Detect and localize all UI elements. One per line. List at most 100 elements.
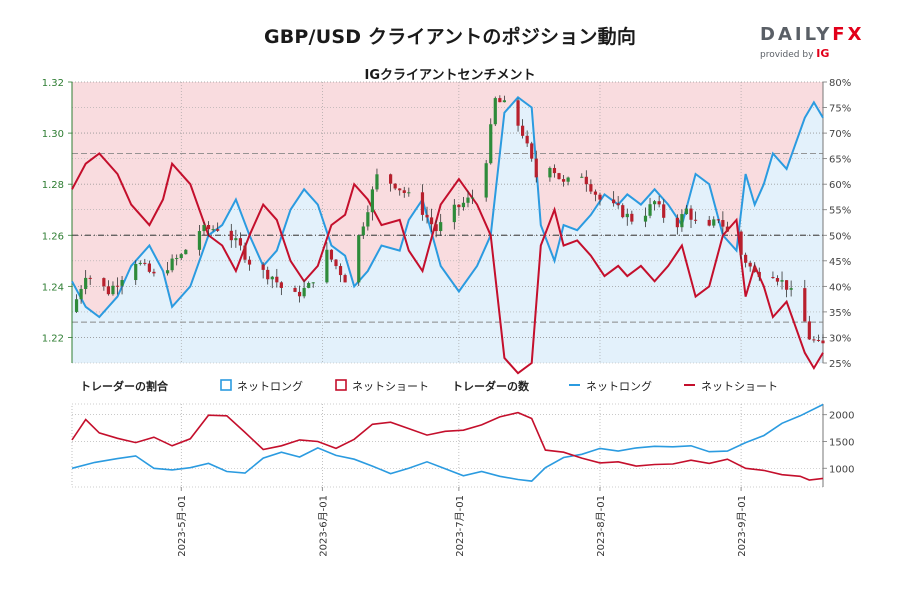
candle-down bbox=[402, 190, 406, 193]
candle-up bbox=[234, 238, 238, 241]
candle-up bbox=[566, 177, 570, 182]
candle-down bbox=[420, 192, 425, 215]
legend-long-box bbox=[220, 379, 232, 391]
candle-up bbox=[502, 100, 506, 103]
candle-up bbox=[179, 254, 183, 259]
candle-up bbox=[548, 167, 552, 178]
price-tick-label: 1.22 bbox=[42, 333, 64, 344]
candle-down bbox=[398, 188, 402, 191]
candle-down bbox=[530, 143, 534, 159]
candle-down bbox=[261, 264, 265, 270]
pct-tick-label: 65% bbox=[829, 155, 851, 166]
candle-down bbox=[275, 276, 279, 283]
long-ratio-line bbox=[71, 95, 824, 319]
candle-up bbox=[84, 277, 88, 289]
candle-up bbox=[211, 229, 215, 231]
candle-down bbox=[812, 339, 816, 341]
candle-down bbox=[621, 205, 625, 218]
logo-daily: DAILY bbox=[760, 24, 833, 45]
candle-down bbox=[393, 183, 397, 189]
candle-down bbox=[297, 291, 302, 297]
candle-up bbox=[366, 212, 370, 227]
candle-down bbox=[88, 277, 92, 279]
candle-down bbox=[593, 191, 598, 195]
candle-up bbox=[184, 249, 188, 255]
candle-up bbox=[307, 282, 311, 288]
candle-up bbox=[175, 258, 179, 260]
candle-down bbox=[744, 254, 748, 263]
x-tick-label: 2023-7月-01 bbox=[454, 495, 466, 557]
candle-down bbox=[771, 276, 775, 279]
candle-up bbox=[197, 231, 202, 250]
candle-up bbox=[302, 287, 306, 297]
candle-up bbox=[202, 225, 206, 232]
candle-up bbox=[111, 285, 115, 295]
pct-tick-label: 40% bbox=[829, 282, 851, 293]
candle-down bbox=[152, 271, 156, 274]
price-tick-label: 1.24 bbox=[42, 282, 64, 293]
legend-ratio-long-label: ネットロング bbox=[237, 379, 303, 393]
candle-up bbox=[361, 226, 365, 236]
candle-up bbox=[439, 222, 443, 232]
candle-down bbox=[247, 259, 252, 265]
candle-up bbox=[134, 263, 138, 281]
candle-down bbox=[279, 282, 283, 288]
candle-up bbox=[79, 288, 83, 300]
bottom-frame bbox=[71, 403, 824, 488]
candle-up bbox=[407, 192, 411, 194]
candle-up bbox=[484, 163, 488, 198]
candle-down bbox=[425, 214, 429, 218]
x-tick-label: 2023-6月-01 bbox=[317, 495, 329, 557]
logo-provided-by: provided by IG bbox=[760, 47, 870, 60]
candle-down bbox=[229, 230, 233, 241]
candle-down bbox=[525, 135, 529, 144]
candle-down bbox=[657, 201, 661, 205]
candle-down bbox=[775, 278, 780, 282]
candle-down bbox=[143, 262, 147, 264]
candle-down bbox=[389, 174, 393, 184]
candle-down bbox=[757, 271, 761, 277]
pct-tick-label: 55% bbox=[829, 206, 851, 217]
pct-tick-label: 45% bbox=[829, 257, 851, 268]
count-tick-label: 1500 bbox=[829, 437, 854, 448]
dailyfx-logo: DAILYFX provided by IG bbox=[760, 24, 870, 60]
price-tick-label: 1.26 bbox=[42, 231, 64, 242]
candle-up bbox=[74, 299, 79, 312]
candle-down bbox=[429, 217, 434, 225]
candle-up bbox=[643, 215, 648, 222]
candle-down bbox=[498, 98, 502, 103]
legend-count-short-label: ネットショート bbox=[701, 380, 778, 393]
legend-short-box bbox=[335, 379, 347, 391]
candle-down bbox=[243, 245, 247, 260]
candle-down bbox=[343, 275, 347, 283]
candle-up bbox=[684, 208, 689, 215]
candle-up bbox=[493, 98, 497, 125]
candle-down bbox=[693, 219, 698, 221]
count-tick-label: 2000 bbox=[829, 411, 854, 422]
ig-badge: IG bbox=[816, 47, 830, 60]
logo-fx: FX bbox=[832, 24, 865, 45]
pct-tick-label: 75% bbox=[829, 104, 851, 115]
candle-up bbox=[138, 262, 142, 264]
candle-up bbox=[625, 213, 629, 218]
price-tick-label: 1.30 bbox=[42, 129, 64, 140]
candle-up bbox=[452, 204, 456, 223]
candle-up bbox=[489, 124, 493, 164]
candle-down bbox=[739, 231, 743, 255]
candle-up bbox=[470, 197, 475, 199]
candle-down bbox=[115, 285, 120, 287]
price-tick-label: 1.32 bbox=[42, 78, 64, 89]
candle-down bbox=[748, 262, 752, 267]
candle-down bbox=[206, 225, 211, 230]
short-ratio-line bbox=[71, 152, 824, 375]
candle-down bbox=[721, 220, 725, 227]
candle-up bbox=[165, 270, 170, 274]
candle-down bbox=[534, 158, 538, 178]
candles-group bbox=[74, 95, 825, 344]
candle-down bbox=[816, 339, 821, 341]
candle-up bbox=[680, 214, 684, 228]
pct-tick-label: 80% bbox=[829, 78, 851, 89]
candle-down bbox=[630, 213, 634, 222]
